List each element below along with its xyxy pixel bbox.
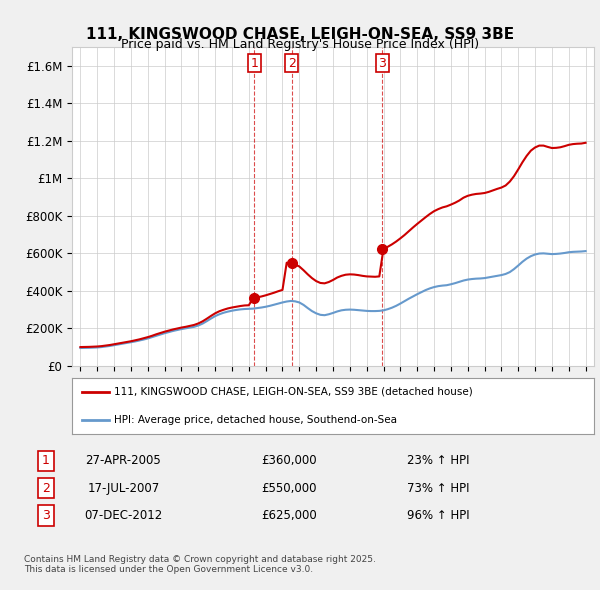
Text: £625,000: £625,000 [261, 509, 317, 522]
Text: 3: 3 [379, 57, 386, 70]
Text: £550,000: £550,000 [261, 481, 317, 495]
Text: Price paid vs. HM Land Registry's House Price Index (HPI): Price paid vs. HM Land Registry's House … [121, 38, 479, 51]
Text: 2: 2 [287, 57, 296, 70]
Text: 96% ↑ HPI: 96% ↑ HPI [407, 509, 469, 522]
Text: 2: 2 [42, 481, 50, 495]
Text: Contains HM Land Registry data © Crown copyright and database right 2025.
This d: Contains HM Land Registry data © Crown c… [24, 555, 376, 574]
Text: 1: 1 [250, 57, 258, 70]
Text: £360,000: £360,000 [261, 454, 317, 467]
Text: 3: 3 [42, 509, 50, 522]
Text: 111, KINGSWOOD CHASE, LEIGH-ON-SEA, SS9 3BE (detached house): 111, KINGSWOOD CHASE, LEIGH-ON-SEA, SS9 … [114, 386, 473, 396]
Text: 17-JUL-2007: 17-JUL-2007 [87, 481, 160, 495]
Text: 1: 1 [42, 454, 50, 467]
Text: 27-APR-2005: 27-APR-2005 [85, 454, 161, 467]
Text: HPI: Average price, detached house, Southend-on-Sea: HPI: Average price, detached house, Sout… [114, 415, 397, 425]
Text: 07-DEC-2012: 07-DEC-2012 [84, 509, 163, 522]
Text: 73% ↑ HPI: 73% ↑ HPI [407, 481, 469, 495]
Text: 23% ↑ HPI: 23% ↑ HPI [407, 454, 469, 467]
Text: 111, KINGSWOOD CHASE, LEIGH-ON-SEA, SS9 3BE: 111, KINGSWOOD CHASE, LEIGH-ON-SEA, SS9 … [86, 27, 514, 41]
